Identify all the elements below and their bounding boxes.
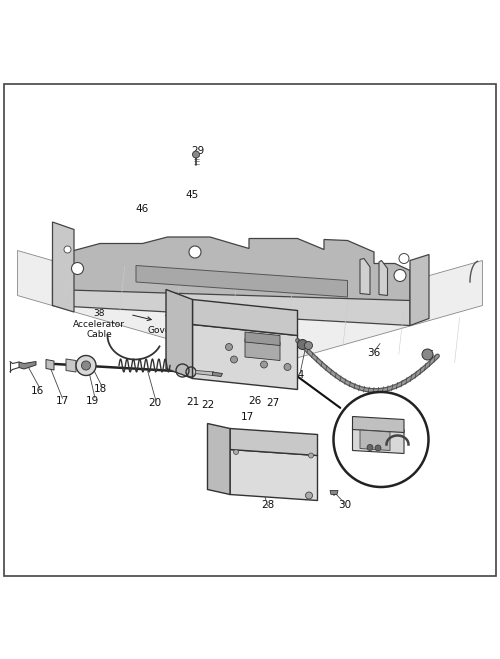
Text: To
Governor: To Governor <box>148 316 190 335</box>
Text: 32: 32 <box>348 440 360 449</box>
Text: 28: 28 <box>261 500 274 511</box>
Circle shape <box>334 392 428 487</box>
Polygon shape <box>212 372 222 376</box>
Circle shape <box>72 262 84 275</box>
Circle shape <box>76 355 96 376</box>
Circle shape <box>192 151 200 158</box>
Polygon shape <box>166 289 192 378</box>
Text: 25: 25 <box>244 310 256 320</box>
Text: 32: 32 <box>350 438 362 449</box>
Circle shape <box>298 339 308 349</box>
Circle shape <box>367 445 373 451</box>
Circle shape <box>394 270 406 281</box>
Circle shape <box>234 449 238 455</box>
Polygon shape <box>352 416 404 432</box>
Polygon shape <box>360 258 370 295</box>
Circle shape <box>308 453 314 458</box>
Text: 29: 29 <box>191 146 204 156</box>
Circle shape <box>306 492 312 499</box>
Polygon shape <box>245 332 280 345</box>
Circle shape <box>375 445 381 451</box>
Text: 38
Accelerator
Cable: 38 Accelerator Cable <box>73 310 125 339</box>
Circle shape <box>82 361 90 370</box>
Polygon shape <box>52 267 410 326</box>
Polygon shape <box>66 359 76 372</box>
Text: 33: 33 <box>358 452 372 462</box>
Text: 21: 21 <box>186 397 199 407</box>
Circle shape <box>304 341 312 349</box>
Polygon shape <box>46 360 54 370</box>
Text: 16: 16 <box>31 386 44 395</box>
Circle shape <box>230 356 237 363</box>
Text: 46: 46 <box>136 204 149 214</box>
Text: 26: 26 <box>248 395 262 405</box>
Polygon shape <box>230 428 318 455</box>
Text: 27: 27 <box>266 399 279 409</box>
Circle shape <box>399 254 409 264</box>
Text: 45: 45 <box>186 190 199 200</box>
Circle shape <box>226 343 232 351</box>
Circle shape <box>189 246 201 258</box>
Text: 17: 17 <box>56 395 69 405</box>
Circle shape <box>64 246 71 253</box>
Polygon shape <box>245 339 280 360</box>
Polygon shape <box>136 266 348 297</box>
Text: 20: 20 <box>148 399 162 409</box>
Polygon shape <box>52 237 410 301</box>
Polygon shape <box>379 260 388 295</box>
Text: 17: 17 <box>241 412 254 422</box>
Text: 22: 22 <box>201 401 214 411</box>
Text: 19: 19 <box>86 395 99 405</box>
Polygon shape <box>18 250 482 367</box>
Circle shape <box>260 361 268 368</box>
Polygon shape <box>410 254 429 326</box>
Polygon shape <box>192 324 298 389</box>
Text: 34: 34 <box>291 370 304 380</box>
Circle shape <box>256 349 262 355</box>
Polygon shape <box>52 222 74 312</box>
Text: 30: 30 <box>338 500 351 511</box>
Text: 35: 35 <box>421 351 434 360</box>
Polygon shape <box>360 430 390 451</box>
Circle shape <box>284 364 291 370</box>
Circle shape <box>422 349 433 360</box>
Polygon shape <box>192 299 298 335</box>
Polygon shape <box>19 362 36 369</box>
Polygon shape <box>230 449 318 500</box>
Polygon shape <box>352 426 404 453</box>
Polygon shape <box>330 490 338 494</box>
Text: 33: 33 <box>374 451 386 460</box>
Polygon shape <box>208 424 230 494</box>
Text: 36: 36 <box>368 349 380 358</box>
Text: 18: 18 <box>94 384 106 395</box>
Polygon shape <box>195 370 214 376</box>
